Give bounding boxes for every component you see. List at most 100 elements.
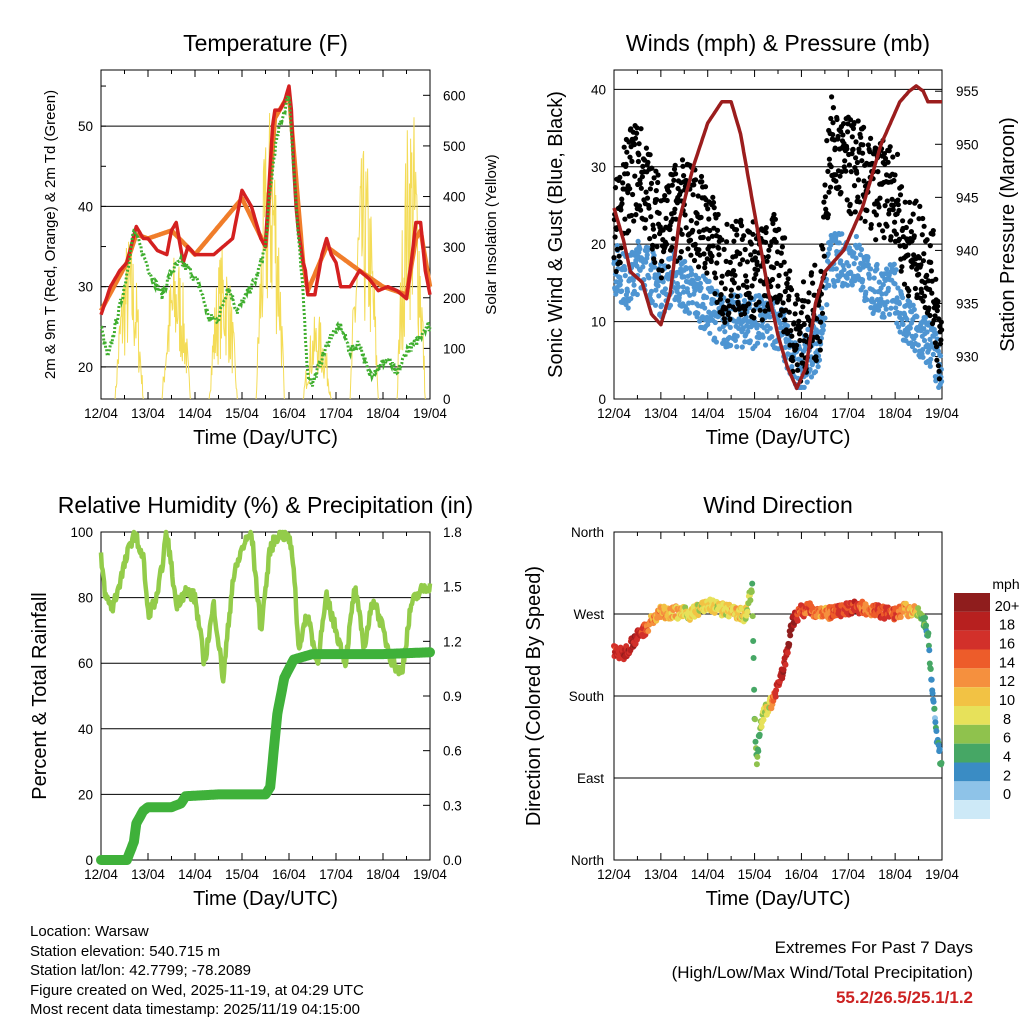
gust-point	[827, 184, 834, 190]
wind-point	[747, 338, 753, 344]
gust-point	[896, 207, 902, 214]
wind-point	[712, 335, 718, 341]
wind-point	[646, 275, 652, 281]
gust-point	[851, 183, 858, 189]
dir-title: Wind Direction	[703, 492, 853, 518]
gust-point	[855, 194, 861, 200]
wind-point	[760, 334, 766, 340]
wind-x-tick-label: 16/04	[785, 406, 819, 421]
wind-point	[868, 266, 874, 272]
wind-x-tick-label: 12/04	[597, 406, 631, 421]
wind-y-right-tick-label: 945	[956, 190, 979, 205]
gust-point	[611, 255, 617, 261]
wind-y-tick-label: 0	[598, 392, 606, 407]
wind-point	[896, 324, 902, 330]
wind-point	[644, 252, 650, 258]
wind-point	[865, 255, 871, 261]
gust-point	[897, 192, 904, 198]
direction-point	[752, 738, 759, 745]
wind-y-right-tick-label: 940	[956, 243, 979, 258]
rh-x-tick-label: 19/04	[413, 867, 447, 882]
gust-point	[890, 202, 897, 209]
temp-y-axis-label: 2m & 9m T (Red, Orange) & 2m Td (Green)	[42, 90, 59, 379]
wind-point	[686, 310, 693, 316]
gust-point	[721, 246, 727, 252]
wind-point	[665, 276, 671, 282]
gust-point	[636, 152, 642, 158]
direction-point	[897, 614, 904, 620]
direction-point	[784, 649, 791, 656]
gust-point	[791, 320, 797, 326]
gust-point	[765, 254, 771, 260]
dir-y-tick-label: South	[569, 689, 604, 704]
wind-point	[680, 284, 686, 290]
gust-point	[663, 241, 670, 247]
gust-point	[882, 155, 889, 162]
gust-point	[639, 174, 646, 180]
gust-point	[843, 168, 849, 174]
wind-point	[836, 240, 842, 246]
gust-point	[844, 146, 850, 152]
wind-point	[651, 264, 658, 270]
rh-x-tick-label: 12/04	[84, 867, 118, 882]
gust-point	[663, 215, 669, 221]
gust-point	[710, 243, 716, 249]
wind-point	[622, 267, 628, 273]
rh-y-tick-label: 0	[85, 853, 93, 868]
wind-point	[741, 298, 748, 304]
gust-point	[782, 288, 788, 295]
wind-point	[682, 258, 688, 265]
gust-point	[921, 223, 927, 229]
gust-point	[643, 145, 650, 151]
gust-point	[669, 182, 675, 188]
colorbar-label: 10	[999, 693, 1015, 709]
gust-point	[735, 301, 741, 307]
gust-point	[654, 244, 660, 250]
rh-y-tick-label: 80	[78, 591, 93, 606]
gust-point	[918, 262, 924, 268]
gust-point	[924, 237, 930, 243]
gust-point	[859, 158, 865, 164]
dir-y-axis-label: Direction (Colored By Speed)	[523, 566, 545, 826]
gust-point	[792, 311, 798, 317]
gust-point	[794, 362, 800, 368]
gust-point	[784, 280, 790, 286]
dir-x-tick-label: 16/04	[785, 867, 819, 882]
gust-point	[622, 216, 628, 222]
gust-point	[928, 268, 935, 274]
gust-point	[629, 158, 635, 164]
wind-y-axis-label: Sonic Wind & Gust (Blue, Black)	[545, 91, 567, 378]
gust-point	[732, 272, 738, 278]
gust-point	[774, 260, 780, 266]
wind-point	[923, 314, 929, 320]
gust-point	[746, 290, 752, 296]
temp-x-tick-label: 12/04	[84, 406, 118, 421]
wind-point	[930, 351, 936, 357]
gust-point	[848, 211, 854, 217]
latlon-text: Station lat/lon: 42.7799; -78.2089	[30, 962, 252, 979]
wind-point	[784, 323, 791, 329]
gust-point	[818, 319, 824, 325]
wind-point	[739, 344, 745, 350]
gust-point	[800, 360, 806, 366]
gust-point	[634, 130, 640, 136]
wind-point	[865, 262, 872, 268]
gust-point	[933, 344, 940, 350]
gust-point	[612, 234, 618, 240]
gust-point	[705, 206, 711, 212]
dir-y-tick-label: North	[571, 853, 604, 868]
wind-point	[933, 330, 939, 337]
gust-point	[644, 195, 651, 201]
wind-x-tick-label: 13/04	[644, 406, 678, 421]
colorbar-swatch	[954, 724, 990, 744]
wind-x-tick-label: 18/04	[878, 406, 912, 421]
gust-point	[876, 204, 882, 210]
wind-point	[734, 344, 740, 350]
gust-point	[658, 275, 665, 281]
colorbar-label: 6	[1003, 731, 1011, 747]
gust-point	[797, 330, 803, 336]
colorbar-swatch	[954, 743, 990, 763]
direction-point	[773, 687, 780, 694]
gust-point	[799, 352, 805, 358]
gust-point	[842, 158, 848, 164]
